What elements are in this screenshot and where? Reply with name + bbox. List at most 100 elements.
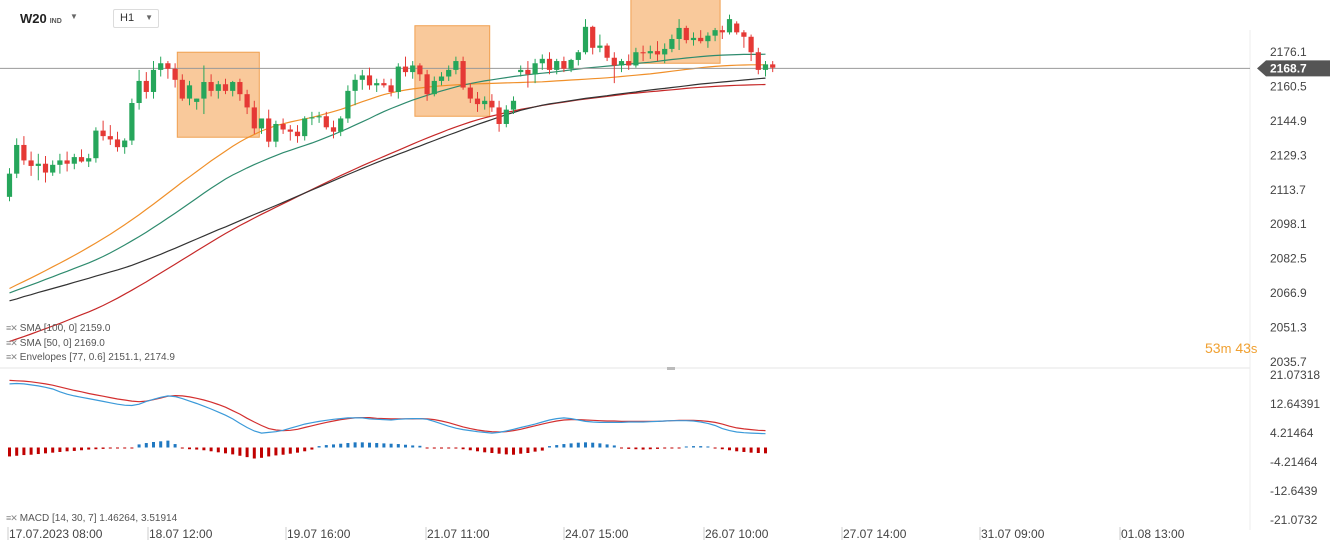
- macd-histogram-bar: [656, 447, 659, 449]
- macd-histogram-bar: [303, 447, 307, 452]
- candle-body: [489, 100, 495, 108]
- macd-histogram-bar: [324, 445, 328, 448]
- settings-icon[interactable]: ≡✕: [6, 352, 18, 362]
- macd-histogram-bar: [540, 447, 544, 451]
- symbol-name: W20: [20, 11, 47, 26]
- macd-histogram-bar: [195, 447, 199, 450]
- candle-body: [482, 100, 488, 105]
- candle-body: [510, 100, 517, 110]
- candle-body: [568, 59, 574, 69]
- macd-histogram-bar: [404, 444, 407, 448]
- timer-seconds: 43: [1235, 340, 1251, 356]
- macd-histogram-bar: [87, 447, 91, 450]
- settings-icon[interactable]: ≡✕: [6, 338, 18, 348]
- candle-body: [770, 64, 776, 68]
- macd-histogram-bar: [94, 447, 98, 450]
- macd-histogram-bar: [490, 447, 494, 454]
- macd-histogram-bar: [483, 447, 487, 453]
- price-axis-label: 2082.5: [1270, 252, 1307, 266]
- macd-histogram-bar: [742, 447, 746, 452]
- macd-histogram-bar: [526, 447, 530, 454]
- candle-body: [590, 26, 596, 48]
- macd-histogram-bar: [188, 447, 191, 450]
- candle-body: [215, 84, 221, 91]
- macd-histogram-bar: [548, 446, 551, 448]
- macd-histogram-bar: [44, 447, 47, 454]
- candle-body: [21, 144, 27, 161]
- macd-histogram-bar: [612, 445, 616, 448]
- candle-body: [604, 45, 610, 58]
- macd-histogram-bar: [648, 447, 652, 450]
- candle-body: [244, 94, 250, 108]
- candle-body: [611, 57, 617, 66]
- candle-body: [431, 80, 437, 95]
- legend-macd[interactable]: ≡✕ MACD [14, 30, 7] 1.46264, 3.51914: [6, 513, 177, 524]
- candle-body: [251, 107, 257, 129]
- macd-histogram-bar: [58, 447, 62, 452]
- macd-histogram-bar: [454, 447, 458, 449]
- macd-histogram-bar: [497, 447, 501, 454]
- candle-body: [446, 69, 452, 77]
- macd-histogram-bar: [224, 447, 227, 454]
- legend-sma100[interactable]: ≡✕ SMA [100, 0] 2159.0: [6, 323, 110, 334]
- macd-histogram-bar: [353, 442, 357, 448]
- settings-icon[interactable]: ≡✕: [6, 323, 18, 333]
- candle-body: [107, 136, 113, 140]
- legend-envelopes[interactable]: ≡✕ Envelopes [77, 0.6] 2151.1, 2174.9: [6, 352, 175, 363]
- macd-histogram-bar: [108, 447, 112, 449]
- macd-histogram-bar: [468, 447, 472, 451]
- macd-histogram-bar: [591, 442, 595, 448]
- candle-body: [719, 30, 725, 33]
- candle-body: [402, 66, 409, 73]
- settings-icon[interactable]: ≡✕: [6, 513, 18, 523]
- macd-histogram-bar: [368, 442, 371, 448]
- chevron-down-icon[interactable]: ▼: [70, 12, 78, 21]
- macd-histogram-bar: [684, 446, 688, 448]
- candle-body: [626, 61, 632, 66]
- macd-histogram-bar: [735, 447, 739, 452]
- macd-histogram-bar: [317, 446, 321, 448]
- time-axis-label: 17.07.2023 08:00: [9, 527, 103, 541]
- candle-body: [280, 123, 286, 130]
- timer-seconds-unit: s: [1250, 341, 1258, 356]
- macd-histogram-bar: [411, 445, 415, 448]
- candle-body: [640, 52, 646, 54]
- timeframe-select[interactable]: H1 ▼: [113, 9, 159, 28]
- candle-body: [410, 65, 416, 73]
- candle-body: [726, 19, 733, 33]
- candle-body: [438, 76, 445, 81]
- price-axis-label: 2066.9: [1270, 286, 1307, 300]
- legend-sma50[interactable]: ≡✕ SMA [50, 0] 2169.0: [6, 338, 105, 349]
- macd-histogram-bar: [346, 443, 350, 448]
- toolbar: W20 IND ▼ H1 ▼: [0, 0, 1250, 30]
- macd-histogram-bar: [432, 447, 436, 449]
- candle-body: [467, 87, 473, 99]
- instrument-selector[interactable]: W20 IND: [20, 11, 62, 26]
- macd-histogram-bar: [159, 441, 163, 448]
- macd-histogram-bar: [598, 443, 602, 448]
- candle-body: [78, 157, 85, 162]
- candle-body: [525, 69, 531, 75]
- pane-resize-handle: [667, 367, 675, 370]
- macd-histogram-bar: [605, 444, 609, 448]
- candle-countdown: 53m 43s: [1205, 340, 1257, 356]
- macd-histogram-bar: [231, 447, 235, 455]
- macd-axis-label: 21.07318: [1270, 368, 1320, 382]
- macd-histogram-bar: [130, 447, 134, 449]
- price-axis-label: 2176.1: [1270, 45, 1307, 59]
- macd-histogram-bar: [476, 447, 479, 452]
- candle-body: [165, 63, 171, 69]
- candle-body: [388, 85, 394, 92]
- candle-body: [258, 118, 265, 129]
- candle-body: [345, 90, 351, 119]
- legend-envelopes-label: Envelopes [77, 0.6] 2151.1, 2174.9: [19, 352, 175, 363]
- macd-histogram-bar: [216, 447, 220, 453]
- macd-histogram-bar: [620, 447, 623, 449]
- macd-histogram-bar: [555, 445, 559, 448]
- candle-body: [179, 79, 185, 99]
- candle-body: [86, 158, 92, 162]
- macd-histogram-bar: [267, 447, 271, 457]
- candle-body: [64, 160, 70, 164]
- candle-body: [597, 45, 603, 48]
